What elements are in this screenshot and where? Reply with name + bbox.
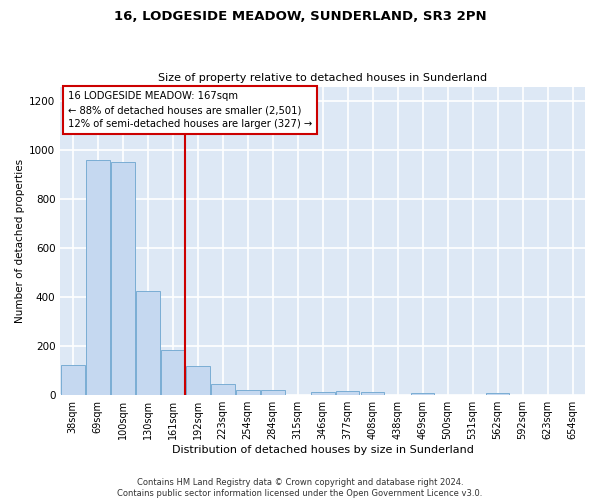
Bar: [161, 350, 185, 395]
Bar: [361, 392, 385, 395]
Bar: [186, 366, 209, 395]
Text: 16 LODGESIDE MEADOW: 167sqm
← 88% of detached houses are smaller (2,501)
12% of : 16 LODGESIDE MEADOW: 167sqm ← 88% of det…: [68, 91, 313, 129]
X-axis label: Distribution of detached houses by size in Sunderland: Distribution of detached houses by size …: [172, 445, 473, 455]
Bar: [411, 393, 434, 395]
Title: Size of property relative to detached houses in Sunderland: Size of property relative to detached ho…: [158, 73, 487, 83]
Bar: [236, 390, 260, 395]
Bar: [61, 364, 85, 395]
Bar: [136, 291, 160, 395]
Text: Contains HM Land Registry data © Crown copyright and database right 2024.
Contai: Contains HM Land Registry data © Crown c…: [118, 478, 482, 498]
Bar: [261, 390, 284, 395]
Text: 16, LODGESIDE MEADOW, SUNDERLAND, SR3 2PN: 16, LODGESIDE MEADOW, SUNDERLAND, SR3 2P…: [113, 10, 487, 23]
Bar: [311, 392, 335, 395]
Bar: [211, 384, 235, 395]
Y-axis label: Number of detached properties: Number of detached properties: [15, 159, 25, 323]
Bar: [111, 162, 134, 395]
Bar: [86, 160, 110, 395]
Bar: [336, 391, 359, 395]
Bar: [485, 393, 509, 395]
